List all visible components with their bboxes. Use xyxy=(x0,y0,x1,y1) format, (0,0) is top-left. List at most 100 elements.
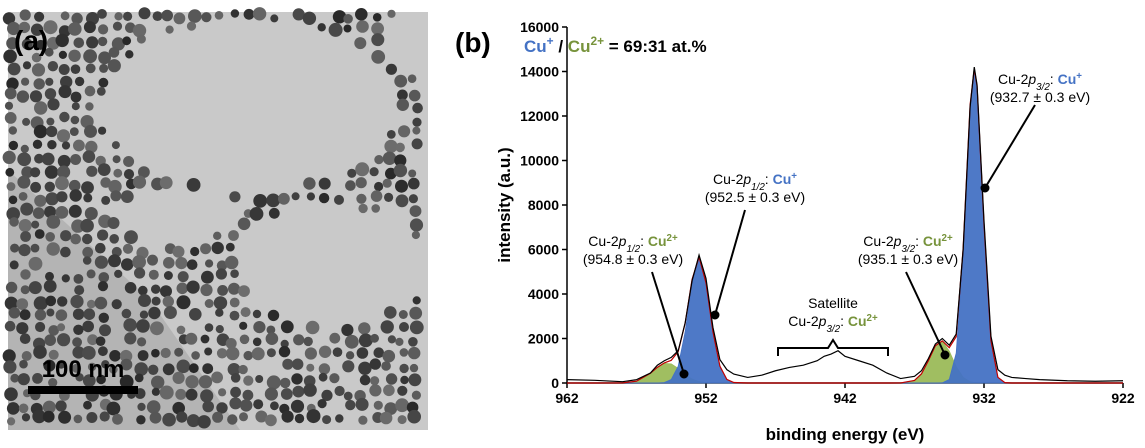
text-part: Cu-2 xyxy=(713,171,744,187)
nanoparticle xyxy=(68,179,81,192)
nanoparticle xyxy=(291,373,303,385)
nanoparticle xyxy=(6,37,19,50)
nanoparticle xyxy=(136,319,150,333)
nanoparticle xyxy=(138,294,151,307)
nanoparticle xyxy=(396,98,409,112)
nanoparticle xyxy=(373,347,385,359)
nanoparticle xyxy=(58,50,67,60)
nanoparticle xyxy=(45,232,55,242)
nanoparticle xyxy=(123,156,135,167)
y-tick-label: 14000 xyxy=(520,64,559,80)
nanoparticle xyxy=(46,242,60,256)
nanoparticle xyxy=(34,101,48,115)
nanoparticle xyxy=(98,51,111,65)
nanoparticle xyxy=(228,230,239,241)
text-part: (932.7 ± 0.3 eV) xyxy=(990,89,1090,105)
nanoparticle xyxy=(371,22,384,35)
nanoparticle xyxy=(229,397,242,410)
nanoparticle xyxy=(47,98,60,111)
nanoparticle xyxy=(343,13,353,24)
text-part: Cu-2 xyxy=(863,233,894,249)
y-tick-label: 8000 xyxy=(528,197,559,213)
nanoparticle xyxy=(70,294,84,309)
nanoparticle xyxy=(71,363,82,373)
nanoparticle xyxy=(81,346,96,360)
nanoparticle xyxy=(111,299,122,310)
x-tick-label: 952 xyxy=(694,390,718,406)
nanoparticle xyxy=(137,402,146,411)
nanoparticle xyxy=(191,351,200,360)
text-part: p xyxy=(818,313,827,329)
annotation: (935.1 ± 0.3 eV) xyxy=(858,251,958,267)
nanoparticle xyxy=(29,167,41,178)
text-part: p xyxy=(742,171,751,187)
nanoparticle xyxy=(32,409,46,424)
nanoparticle xyxy=(317,23,326,32)
nanoparticle xyxy=(35,321,46,333)
nanoparticle xyxy=(4,296,18,310)
nanoparticle xyxy=(137,350,149,361)
nanoparticle xyxy=(34,194,47,207)
nanoparticle xyxy=(160,347,171,359)
nanoparticle xyxy=(230,386,242,398)
nanoparticle xyxy=(151,375,165,389)
nanoparticle xyxy=(124,332,137,345)
nanoparticle xyxy=(98,272,110,283)
nanoparticle xyxy=(21,77,30,86)
nanoparticle xyxy=(201,270,214,284)
nanoparticle xyxy=(151,387,160,396)
nanoparticle xyxy=(380,320,394,334)
nanoparticle xyxy=(189,308,202,321)
nanoparticle xyxy=(185,375,199,389)
nanoparticle xyxy=(112,155,121,164)
nanoparticle xyxy=(176,295,191,310)
nanoparticle xyxy=(334,194,344,205)
nanoparticle xyxy=(332,10,347,24)
nanoparticle xyxy=(265,332,279,346)
nanoparticle xyxy=(124,230,138,245)
nanoparticle xyxy=(266,193,281,208)
nanoparticle xyxy=(358,203,368,214)
nanoparticle xyxy=(227,363,241,376)
x-tick-label: 942 xyxy=(833,390,857,406)
nanoparticle xyxy=(97,9,107,19)
nanoparticle xyxy=(397,415,407,425)
nanoparticle xyxy=(57,323,66,332)
text-part: Cu xyxy=(773,171,792,187)
nanoparticle xyxy=(46,125,58,138)
nanoparticle xyxy=(176,411,188,423)
nanoparticle xyxy=(355,177,367,189)
nanoparticle xyxy=(268,207,280,219)
nanoparticle xyxy=(281,410,294,423)
nanoparticle xyxy=(97,281,109,292)
nanoparticle xyxy=(280,388,293,400)
nanoparticle xyxy=(109,365,118,374)
nanoparticle xyxy=(110,190,122,202)
nanoparticle xyxy=(7,417,16,426)
nanoparticle xyxy=(57,360,66,369)
nanoparticle xyxy=(358,415,368,425)
nanoparticle xyxy=(163,257,175,269)
nanoparticle xyxy=(58,85,72,99)
nanoparticle xyxy=(202,363,214,374)
nanoparticle xyxy=(240,399,253,412)
nanoparticle xyxy=(4,101,14,110)
nanoparticle xyxy=(162,295,174,308)
nanoparticle xyxy=(19,9,31,21)
nanoparticle xyxy=(200,243,212,255)
nanoparticle xyxy=(186,414,200,428)
nanoparticle xyxy=(57,154,71,168)
nanoparticle xyxy=(384,402,398,415)
nanoparticle xyxy=(132,255,147,269)
nanoparticle xyxy=(109,350,121,362)
nanoparticle xyxy=(2,12,16,25)
nanoparticle xyxy=(44,334,56,347)
nanoparticle xyxy=(356,347,369,359)
text-part: 2+ xyxy=(667,233,678,244)
nanoparticle xyxy=(395,179,408,193)
nanoparticle xyxy=(177,271,189,283)
nanoparticle xyxy=(33,296,48,311)
peak-area xyxy=(567,69,1123,384)
nanoparticle xyxy=(6,402,20,415)
